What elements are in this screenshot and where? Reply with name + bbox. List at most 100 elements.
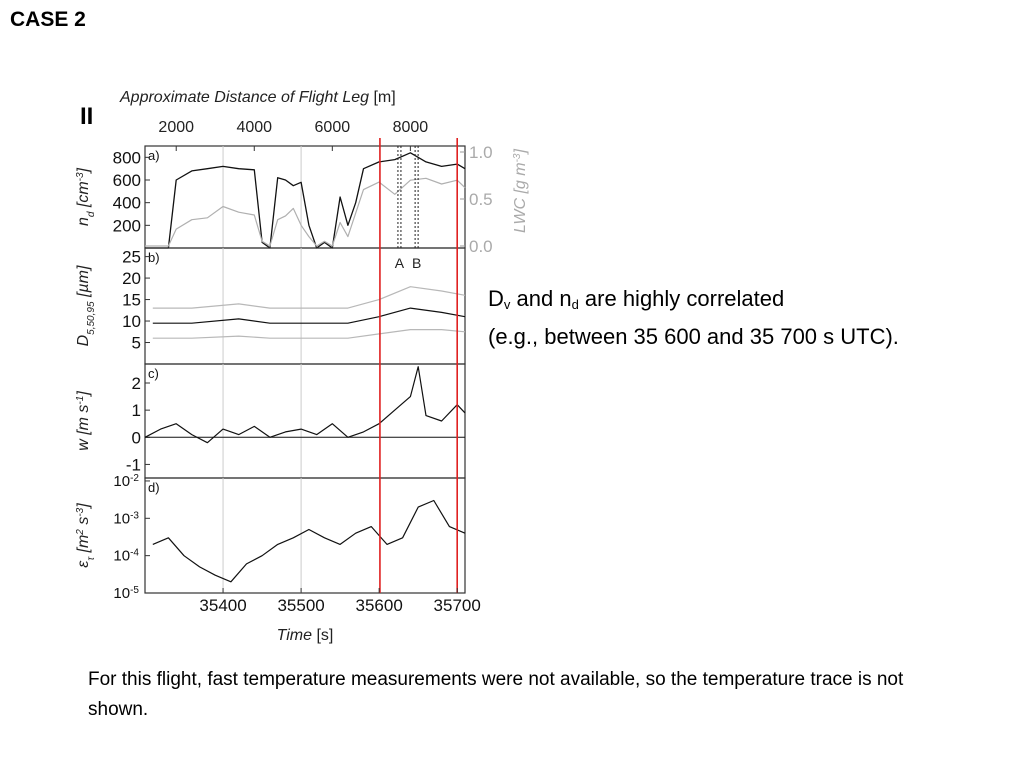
panel-b: b) 5 10 15 20 25 D5,50,95 [µm]: [75, 247, 466, 365]
temperature-note: For this flight, fast temperature measur…: [88, 669, 904, 720]
y-tick-label: 20: [122, 269, 141, 288]
y-tick-label-part: -4: [130, 547, 139, 558]
y-tick-label-part: -5: [130, 585, 139, 596]
y-tick-label: 400: [113, 194, 141, 213]
series-line-a-0: [145, 152, 466, 249]
y-axis-label-c: w [m s-1]: [75, 391, 93, 451]
y-tick-label: 0: [132, 428, 141, 447]
y-axis-label-d-part: ε: [75, 560, 92, 568]
y-tick-label-part: 10: [113, 585, 130, 602]
panel-frame: [144, 145, 466, 249]
y-axis-label-d-part: s: [75, 517, 92, 529]
y2-axis-label-part: LWC [g m: [512, 162, 529, 233]
x-tick-label: 35500: [277, 596, 324, 615]
x-axis-unit: [s]: [312, 627, 333, 644]
y2-axis-label-part: ]: [512, 149, 529, 156]
top-axis-tick-label: 2000: [158, 119, 194, 136]
correlation-note-line2: (e.g., between 35 600 and 35 700 s UTC).: [488, 324, 899, 349]
and-nd-text: and n: [510, 286, 572, 311]
y2-axis-label: LWC [g m-3]: [512, 149, 530, 233]
marker-label: B: [412, 255, 421, 271]
y-tick-label: 10-3: [113, 510, 139, 528]
panel-frame: [144, 363, 466, 479]
y-axis-label-d-part: ]: [75, 503, 92, 510]
panel-label: d): [148, 480, 160, 495]
figure-label: II: [80, 103, 93, 130]
y-axis-label-d-part: -3: [75, 507, 86, 516]
y-tick-label: 10-4: [113, 547, 139, 565]
panel-label: c): [148, 366, 159, 381]
y-axis-label-a-part: n: [75, 217, 92, 226]
y-tick-label: 10: [122, 312, 141, 331]
marker-label: A: [395, 255, 405, 271]
x-tick-label: 35400: [199, 596, 246, 615]
y2-axis-label-part: -3: [512, 153, 523, 162]
y-tick-label: 1: [132, 401, 141, 420]
series-line-b-0: [152, 286, 466, 309]
y-axis-label-b-part: D: [75, 334, 92, 346]
dv-symbol: D: [488, 286, 504, 311]
top-axis-label: Approximate Distance of Flight Leg [m]: [119, 89, 396, 106]
series-line-b-1: [152, 307, 466, 324]
y-axis-label-b-part: 5,50,95: [86, 301, 97, 335]
correlation-note-line1: Dv and nd are highly correlated: [488, 283, 899, 321]
y-tick-label: 5: [132, 334, 141, 353]
y-tick-label: 10-5: [113, 585, 139, 603]
y-axis-label-b-part: [µm]: [75, 265, 92, 301]
y-axis-label-b: D5,50,95 [µm]: [75, 265, 97, 346]
x-axis-label-text: Time: [277, 627, 313, 644]
series-line-d-0: [152, 499, 466, 583]
correlation-note: Dv and nd are highly correlated (e.g., b…: [488, 283, 899, 353]
y-axis-label-d-part: [m: [75, 535, 92, 557]
y-axis-label-c-part: w [m s: [75, 405, 92, 451]
y-axis-label-d-part: τ: [86, 556, 97, 561]
y-axis-label-a-part: [cm: [75, 181, 92, 211]
dv-subscript: v: [503, 297, 511, 312]
nd-subscript: d: [571, 297, 579, 312]
y-tick-label-part: 10: [113, 510, 130, 527]
y-tick-label: 800: [113, 148, 141, 167]
y-axis-label-a-part: d: [86, 211, 97, 217]
y-tick-label: 15: [122, 291, 141, 310]
series-line-a-1: [145, 177, 466, 247]
slide-title: CASE 2: [10, 8, 86, 31]
y-tick-label: 10-2: [113, 472, 139, 490]
y-axis-label-c-part: ]: [75, 391, 92, 398]
top-axis-unit: [m]: [369, 89, 396, 106]
correlated-text: are highly correlated: [578, 286, 785, 311]
multi-panel-time-series-figure: II Approximate Distance of Flight Leg [m]…: [75, 89, 530, 644]
y2-tick-label: 0.0: [469, 237, 493, 256]
y-axis-label-d: ετ [m2 s-3]: [75, 503, 97, 568]
y-axis-label-d-part: 2: [75, 529, 86, 536]
y-tick-label-part: -3: [130, 510, 139, 521]
series-line-b-2: [152, 329, 466, 339]
y-tick-label: 2: [132, 374, 141, 393]
y-tick-label: 600: [113, 171, 141, 190]
x-axis-label: Time [s]: [277, 627, 334, 644]
top-axis-tick-label: 8000: [393, 119, 429, 136]
panel-label: b): [148, 250, 160, 265]
y-axis-label-a-part: -3: [75, 172, 86, 181]
x-tick-label: 35700: [434, 596, 481, 615]
top-axis-tick-label: 4000: [236, 119, 272, 136]
y2-tick-label: 1.0: [469, 143, 493, 162]
top-axis-tick-label: 6000: [315, 119, 351, 136]
y-tick-label-part: 10: [113, 473, 130, 490]
y-axis-label-c-part: -1: [75, 396, 86, 405]
panel-label: a): [148, 148, 160, 163]
panel-d: d)10-510-410-310-2ετ [m2 s-3]: [75, 472, 466, 602]
y-axis-label-a: nd [cm-3]: [75, 167, 97, 226]
panel-frame: [144, 477, 466, 594]
y2-tick-label: 0.5: [469, 190, 493, 209]
y-tick-label: -1: [126, 455, 141, 474]
y-tick-label-part: -2: [130, 472, 139, 483]
series-line-c-0: [144, 366, 466, 444]
y-tick-label: 200: [113, 216, 141, 235]
top-axis-label-text: Approximate Distance of Flight Leg: [119, 89, 369, 106]
y-axis-label-a-part: ]: [75, 167, 92, 174]
x-tick-label: 35600: [356, 596, 403, 615]
y-tick-label-part: 10: [113, 548, 130, 565]
y-tick-label: 25: [122, 248, 141, 267]
